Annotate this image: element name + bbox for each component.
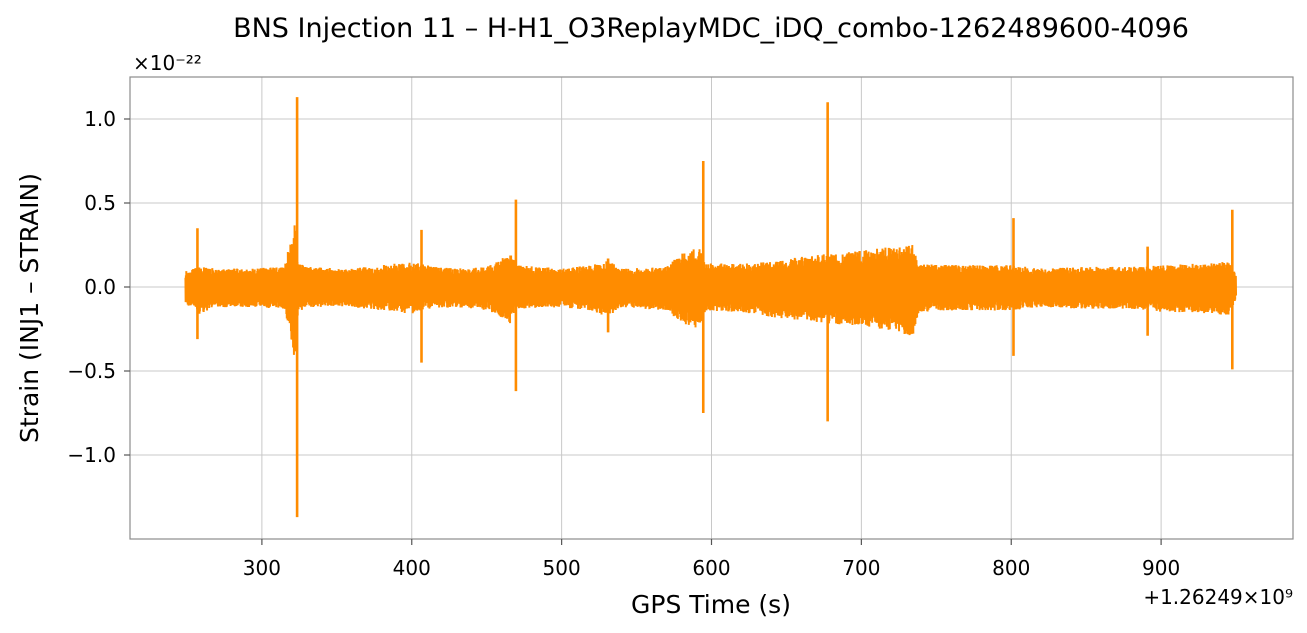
strain-series (184, 97, 1238, 518)
y-axis-label: Strain (INJ1 – STRAIN) (15, 173, 44, 443)
x-tick-label: 500 (543, 556, 581, 580)
x-tick-label: 900 (1142, 556, 1180, 580)
y-tick-label: 1.0 (84, 107, 116, 131)
x-tick-label: 600 (692, 556, 730, 580)
x-axis-label: GPS Time (s) (631, 590, 791, 619)
x-axis-ticks: 300 400 500 600 700 800 900 (243, 539, 1180, 580)
x-offset-label: +1.26249×10⁹ (1143, 585, 1293, 609)
chart-title: BNS Injection 11 – H-H1_O3ReplayMDC_iDQ_… (233, 13, 1189, 44)
y-tick-label: −0.5 (67, 359, 116, 383)
y-tick-label: −1.0 (67, 443, 116, 467)
x-tick-label: 800 (992, 556, 1030, 580)
y-scale-label: ×10⁻²² (133, 51, 202, 75)
y-tick-label: 0.0 (84, 275, 116, 299)
y-axis-ticks: −1.0 −0.5 0.0 0.5 1.0 (67, 107, 130, 467)
x-tick-label: 400 (393, 556, 431, 580)
strain-trace (184, 225, 1238, 355)
x-tick-label: 300 (243, 556, 281, 580)
y-tick-label: 0.5 (84, 191, 116, 215)
x-tick-label: 700 (842, 556, 880, 580)
